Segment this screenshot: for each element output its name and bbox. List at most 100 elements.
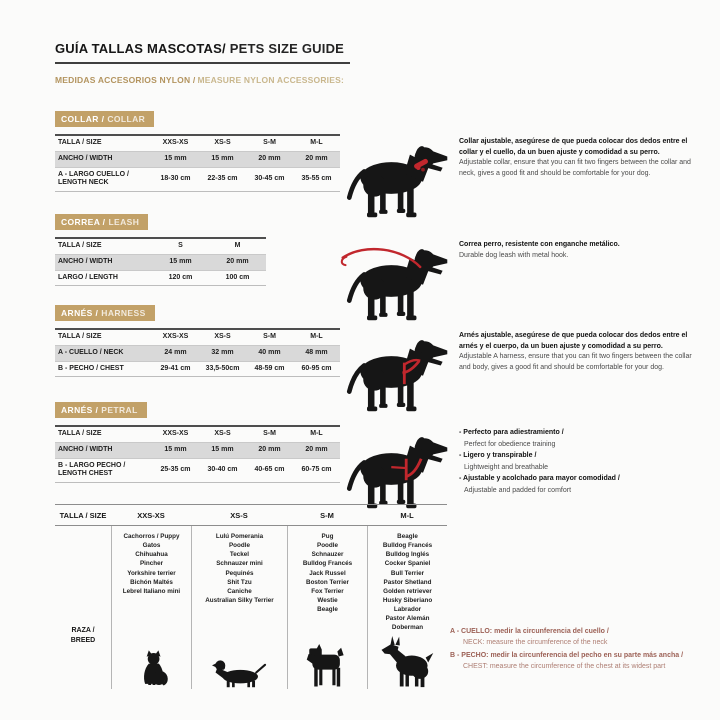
section-badge-leash: CORREA / LEASH: [55, 214, 149, 230]
table-cell: 20 mm: [305, 445, 328, 453]
section-leash: CORREA / LEASH TALLA / SIZE S M ANCHO / WIDT…: [55, 212, 704, 323]
breed-item: Schnauzer: [311, 551, 344, 559]
page-subtitle-es: MEDIDAS ACCESORIOS NYLON /: [55, 75, 196, 85]
table-cell: 60-75 cm: [301, 465, 332, 473]
table-row-label: ANCHO / WIDTH: [58, 257, 113, 265]
breed-header-cell: XS-S: [230, 510, 248, 520]
breed-item: Teckel: [229, 551, 250, 559]
description-line: Adjustable A harness, ensure that you ca…: [459, 353, 692, 371]
section-badge-petral: ARNÉS / PETRAL: [55, 402, 147, 418]
page-title-en: PETS SIZE GUIDE: [229, 41, 345, 56]
cat-silhouette-slot: [136, 645, 168, 689]
table-header-row: TALLA / SIZE XXS-XS XS-S S-M M-L: [55, 136, 340, 151]
table-header-cell: XS-S: [214, 333, 231, 340]
table-header-row: TALLA / SIZE XXS-XS XS-S S-M M-L: [55, 427, 340, 442]
table-header-cell: TALLA / SIZE: [58, 242, 102, 249]
table-row-label: B - LARGO PECHO / LENGTH CHEST: [58, 461, 126, 478]
table-cell: 20 mm: [305, 154, 328, 162]
badge-label-es: COLLAR /: [61, 114, 105, 124]
breed-item: Labrador: [393, 606, 422, 613]
table-cell: 30-40 cm: [207, 465, 238, 473]
leash-description: Correa perro, resistente con enganche me…: [451, 237, 704, 261]
breed-table: TALLA / SIZE XXS-XS XS-S S-M M-L RAZA / BREE…: [55, 504, 447, 690]
red-collar-icon: [414, 158, 428, 172]
table-header-cell: S: [178, 242, 183, 249]
breed-column-XXS-XS: Cachorros / Puppy Gatos Chihuahua Pincher Yo…: [111, 526, 191, 690]
breed-item: Cachorros / Puppy: [123, 533, 180, 540]
breed-item: Pastor Shetland: [383, 578, 432, 586]
table-row-label: ANCHO / WIDTH: [58, 154, 113, 162]
table-cell: 60-95 cm: [301, 364, 332, 372]
table-row: A - LARGO CUELLO / LENGTH NECK 18-30 cm 22…: [55, 166, 340, 192]
dog-with-harness-icon: [339, 330, 451, 414]
description-line: - Ligero y transpirable /: [459, 452, 537, 459]
table-header-cell: TALLA / SIZE: [58, 139, 102, 146]
measurement-notes: A - CUELLO: medir la circunferencia del …: [450, 627, 712, 675]
breed-item: Caniche: [227, 587, 252, 595]
table-cell: 40 mm: [258, 348, 281, 356]
table-row: LARGO / LENGTH 120 cm 100 cm: [55, 269, 266, 286]
page-header: GUÍA TALLAS MASCOTAS/PETS SIZE GUIDE MED…: [55, 40, 351, 85]
doberman-silhouette-icon: [381, 636, 433, 688]
breed-header-cell: XXS-XS: [137, 510, 165, 520]
table-cell: 40-65 cm: [254, 465, 285, 473]
breed-item: Gatos: [142, 542, 161, 550]
breed-item: Jack Russel: [309, 569, 346, 577]
description-line: Arnés ajustable, asegúrese de que pueda …: [459, 332, 688, 350]
breed-item: Beagle: [397, 533, 418, 540]
table-header-cell: XXS-XS: [162, 430, 189, 437]
dachshund-silhouette-icon: [211, 660, 266, 688]
table-cell: 15 mm: [164, 154, 187, 162]
table-cell: 48 mm: [305, 348, 328, 356]
badge-label-es: ARNÉS /: [61, 405, 99, 415]
table-cell: 100 cm: [225, 273, 250, 281]
breed-item: Australian Silky Terrier: [205, 596, 274, 604]
collar-illustration-area: [339, 136, 451, 220]
breed-list: Lulú Pomerania Poodle Teckel Schnauzer mini…: [205, 532, 273, 605]
table-cell: 15 mm: [164, 445, 187, 453]
leash-illustration-area: [339, 239, 451, 323]
breed-item: Bulldog Inglés: [385, 551, 430, 559]
schnauzer-silhouette-icon: [306, 644, 344, 687]
dog-with-collar-icon: [339, 136, 451, 220]
breed-item: Chihuahua: [135, 551, 168, 559]
note-neck: A - CUELLO: medir la circunferencia del …: [450, 627, 712, 648]
breed-item: Poodle: [317, 542, 338, 550]
description-line: Adjustable collar, ensure that you can f…: [459, 159, 691, 177]
table-cell: 15 mm: [169, 257, 192, 265]
leash-size-table: TALLA / SIZE S M ANCHO / WIDTH 15 mm 20 mm LAR…: [55, 237, 266, 287]
breed-list: Pug Poodle Schnauzer Bulldog Francés Jack Ru…: [303, 532, 352, 614]
breed-item: Pincher: [139, 560, 164, 568]
description-line: Perfect for obedience training: [464, 440, 556, 448]
cat-silhouette-icon: [143, 650, 168, 686]
breed-item: Pug: [321, 533, 334, 540]
breed-item: Bichón Maltés: [130, 578, 173, 586]
breed-item: Boston Terrier: [306, 578, 349, 586]
breed-item: Doberman: [391, 624, 424, 632]
breed-item: Lebrel Italiano mini: [122, 587, 181, 595]
red-petral-icon: [391, 458, 423, 481]
breed-item: Cocker Spaniel: [384, 560, 431, 568]
table-cell: 15 mm: [211, 445, 234, 453]
breed-body-row: RAZA / BREED Cachorros / Puppy Gatos Chihua…: [55, 526, 447, 690]
table-cell: 20 mm: [258, 154, 281, 162]
note-chest: B - PECHO: medir la circunferencia del p…: [450, 651, 712, 672]
dachshund-silhouette-slot: [211, 652, 268, 689]
breed-item: Bulldog Francés: [302, 560, 353, 568]
breed-row-label-cell: RAZA / BREED: [55, 526, 111, 689]
table-header-cell: M: [234, 242, 241, 249]
breed-item: Yorkshire terrier: [127, 569, 176, 577]
page-subtitle-en: MEASURE NYLON ACCESSORIES:: [197, 75, 345, 85]
table-row: ANCHO / WIDTH 15 mm 15 mm 20 mm 20 mm: [55, 150, 340, 167]
table-row-label: A - CUELLO / NECK: [58, 348, 124, 356]
table-cell: 48-59 cm: [254, 364, 285, 372]
red-leash-icon: [340, 247, 422, 269]
breed-item: Husky Siberiano: [382, 596, 433, 604]
table-cell: 35-55 cm: [301, 174, 332, 182]
badge-label-es: ARNÉS /: [61, 308, 99, 318]
breed-item: Pastor Alemán: [385, 615, 430, 623]
table-header-cell: M-L: [310, 139, 323, 146]
table-row-label: LARGO / LENGTH: [58, 273, 118, 281]
harness-size-table: TALLA / SIZE XXS-XS XS-S S-M M-L A - CUELLO /…: [55, 328, 340, 378]
